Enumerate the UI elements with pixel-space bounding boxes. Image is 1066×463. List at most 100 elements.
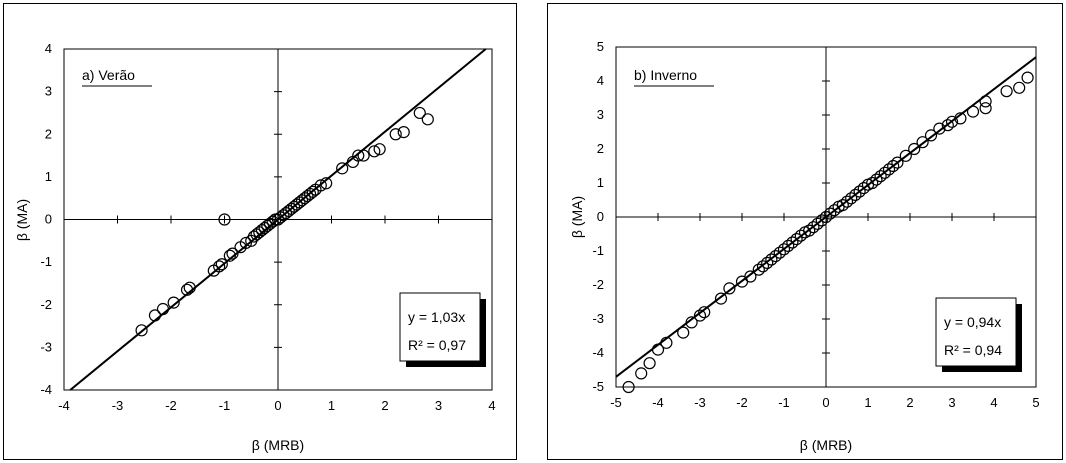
x-tick-label: -4 [652,395,664,410]
data-point [765,253,778,266]
x-tick-label: -1 [778,395,790,410]
data-point [916,136,929,149]
data-point [357,149,370,162]
y-tick-label: -3 [592,311,604,326]
x-tick-label: -3 [694,395,706,410]
equation-box-frame [935,297,1017,367]
x-tick-label: 1 [328,398,335,413]
fit-equation: y = 1,03x [408,309,465,325]
y-tick-label: 0 [45,212,52,227]
data-point [790,233,803,246]
data-point [908,142,921,156]
y-axis-title: β (MA) [14,199,30,241]
data-point [306,185,319,198]
data-point [1000,85,1013,98]
y-tick-label: 2 [45,126,52,141]
panel-label: b) Inverno [634,67,697,83]
axis-ticks: -4 -3 -2 -1 0 1 2 3 4 -4 -3 -2 -1 0 1 2 3 4 [40,41,495,413]
data-point [223,249,236,262]
y-tick-label: -1 [40,254,52,269]
chart-panel-verao: -4 -3 -2 -1 0 1 2 3 4 -4 -3 -2 -1 0 1 2 3 4 a) Verão y = … [14,41,496,453]
y-tick-label: -2 [592,277,604,292]
y-tick-label: 4 [597,73,604,88]
data-point [1021,71,1034,84]
x-tick-label: 2 [906,395,913,410]
data-point [882,163,896,176]
data-point [891,156,904,169]
x-tick-label: -1 [219,398,231,413]
data-point [870,173,883,186]
y-tick-label: 1 [45,169,52,184]
data-point [714,292,728,305]
equation-box: y = 0,94x R² = 0,94 [935,297,1022,372]
data-point [866,176,879,190]
data-point [815,214,828,227]
data-point [845,192,858,205]
fit-r-squared: R² = 0,94 [944,342,1002,358]
data-point [156,302,170,316]
scatter-points [622,71,1034,394]
data-point [824,207,837,220]
data-point [213,260,226,273]
panel-label: a) Verão [82,67,135,83]
data-point [135,324,148,337]
data-point [723,282,736,295]
data-point [413,106,426,120]
data-point [218,213,231,226]
data-point [352,149,365,162]
data-point [368,145,381,158]
data-point [924,129,938,142]
x-tick-label: -5 [610,395,622,410]
data-point [183,281,196,294]
data-point [397,126,410,139]
data-point [389,128,402,141]
y-tick-label: -4 [40,382,52,397]
scatter-points [135,106,434,337]
equation-box: y = 1,03x R² = 0,97 [399,292,486,367]
data-point [933,122,946,135]
panel-a-border [3,3,517,460]
data-point [651,343,665,356]
y-tick-label: 3 [45,84,52,99]
x-tick-label: -2 [736,395,748,410]
x-axis-title: β (MRB) [800,437,852,453]
data-point [635,367,648,380]
x-tick-label: 4 [990,395,997,410]
data-point [180,283,194,296]
data-point [622,380,635,394]
x-tick-label: 3 [948,395,955,410]
data-point [320,177,333,190]
x-tick-label: 5 [1032,395,1039,410]
y-tick-label: 3 [597,107,604,122]
x-tick-label: 0 [274,398,281,413]
data-point [373,143,386,156]
data-point [954,112,967,125]
data-point [167,296,180,309]
x-tick-label: 0 [822,395,829,410]
data-point [226,247,239,260]
data-point [979,95,992,108]
data-point [849,188,862,201]
data-point [769,250,782,263]
x-tick-label: -3 [112,398,124,413]
data-point [840,195,854,208]
data-point [1013,81,1026,94]
x-tick-label: 1 [864,395,871,410]
data-point [878,166,891,179]
data-point [761,256,774,269]
data-point [752,263,765,276]
data-point [803,224,816,237]
data-point [966,105,980,118]
data-point [819,210,833,224]
y-tick-label: -5 [592,379,604,394]
data-point [698,306,711,319]
y-tick-label: 1 [597,175,604,190]
panel-b-border [547,3,1063,460]
data-point [660,336,673,349]
data-point [874,170,887,183]
x-tick-label: 4 [488,398,495,413]
data-point [782,239,795,252]
data-point [899,149,912,162]
fit-equation: y = 0,94x [944,314,1001,330]
data-point [744,270,757,283]
